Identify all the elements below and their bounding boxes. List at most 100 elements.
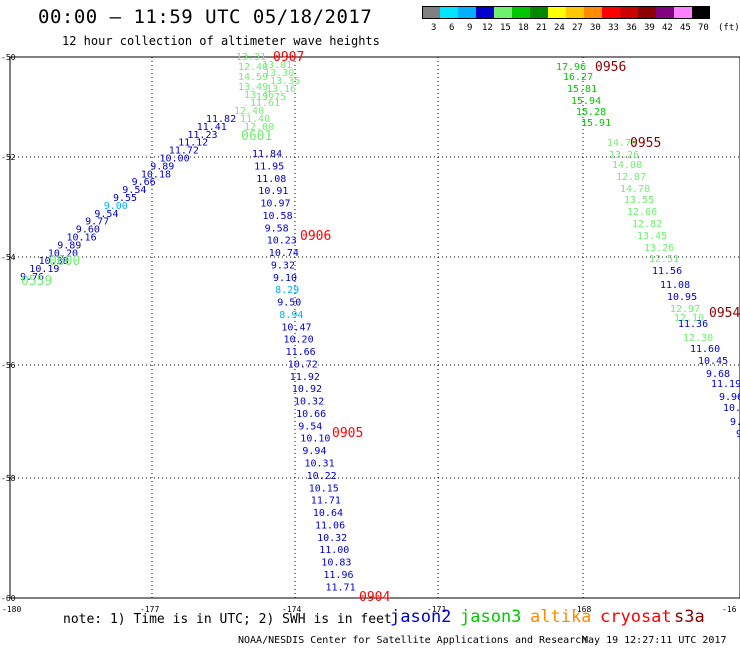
page-title: 00:00 – 11:59 UTC 05/18/2017	[38, 6, 373, 28]
swh-value-s3a-track: 13.26	[644, 243, 674, 254]
swh-value-diagonal-track: 10.19	[29, 264, 59, 275]
time-label-s3a: 0955	[630, 136, 661, 151]
legend-jason3: jason3	[460, 607, 522, 627]
swh-value-cryosat-track: 11.71	[311, 496, 341, 507]
swh-value-cryosat-track: 10.83	[321, 558, 351, 569]
swh-value-s3a-track: 10.95	[667, 292, 697, 303]
swh-value-cryosat-track: 8.94	[279, 310, 303, 321]
swh-value-cryosat-track: 11.06	[315, 520, 345, 531]
swh-value-diagonal-track: 9.66	[132, 177, 156, 188]
swh-value-s3a-track: 12.66	[627, 207, 657, 218]
swh-value-s3a-track: 12.30	[683, 333, 713, 344]
swh-value-diagonal-track: 9.89	[150, 161, 174, 172]
swh-value-s3a-track: 12.87	[616, 172, 646, 183]
swh-value-s3a-track: 15.28	[576, 107, 606, 118]
swh-value-s3a-track: 17.96	[556, 62, 586, 73]
color-scale-frame	[422, 6, 710, 19]
color-swatch	[422, 6, 440, 19]
swh-value-cryosat-track: 10.22	[307, 471, 337, 482]
legend-s3a: s3a	[674, 607, 705, 627]
swh-value-diagonal-track: 11.82	[206, 114, 236, 125]
swh-value-jason3-cluster: 12.00	[244, 122, 274, 133]
note-text: note: 1) Time is in UTC; 2) SWH is in fe…	[63, 612, 392, 627]
footer-credit: NOAA/NESDIS Center for Satellite Applica…	[238, 635, 588, 646]
swh-value-s3a-track: 12.82	[632, 219, 662, 230]
swh-value-jason3-cluster: 13.31	[236, 52, 266, 63]
swh-value-s3a-track: 14.08	[612, 160, 642, 171]
time-label-cryosat: 0904	[359, 590, 390, 605]
time-label-s3a: 0954	[709, 306, 740, 321]
swh-value-diagonal-track: 9.54	[122, 185, 146, 196]
longitude-label: -171	[427, 605, 446, 614]
color-swatch	[692, 6, 710, 19]
swh-value-diagonal-track: 9.77	[85, 217, 109, 228]
swh-value-jason3-cluster: 11.61	[250, 98, 280, 109]
swh-value-s3a-track: 11.08	[660, 280, 690, 291]
swh-value-s3a-track: 11.60	[690, 344, 720, 355]
swh-value-cryosat-track: 11.84	[252, 149, 282, 160]
swh-value-cryosat-track: 10.92	[292, 384, 322, 395]
time-label-cryosat: 0907	[273, 50, 304, 65]
color-scale-unit: (ft)	[718, 23, 740, 33]
color-scale-label: 21	[536, 23, 547, 33]
time-label-cryosat: 0906	[300, 229, 331, 244]
swh-value-s3a-track: 11.36	[678, 319, 708, 330]
swh-value-s3a-track: 13.55	[624, 195, 654, 206]
swh-value-jason3-cluster: 13.01	[262, 60, 292, 71]
swh-value-cryosat-track: 10.64	[313, 508, 343, 519]
color-scale-label: 45	[680, 23, 691, 33]
swh-value-diagonal-track: 11.12	[178, 138, 208, 149]
swh-value-s3a-track: 9.96	[719, 392, 740, 403]
swh-value-cryosat-track: 9.58	[265, 223, 289, 234]
color-swatch	[476, 6, 494, 19]
swh-value-cryosat-track: 11.71	[326, 582, 356, 593]
swh-value-cryosat-track: 11.00	[319, 545, 349, 556]
swh-value-s3a-track: 12.97	[670, 304, 700, 315]
color-scale-label: 9	[467, 23, 473, 33]
swh-value-s3a-track: 9.	[730, 417, 740, 428]
time-label-s3a: 0956	[595, 60, 626, 75]
swh-value-cryosat-track: 10.47	[281, 322, 311, 333]
swh-value-diagonal-track: 10.00	[160, 154, 190, 165]
swh-value-s3a-track: 10.3	[723, 403, 740, 414]
color-scale-label: 27	[572, 23, 583, 33]
color-scale-label: 15	[500, 23, 511, 33]
swh-value-diagonal-track: 11.41	[197, 122, 227, 133]
swh-value-s3a-track: 13.45	[637, 231, 667, 242]
longitude-label: -180	[2, 605, 21, 614]
swh-value-s3a-track: 16.27	[563, 72, 593, 83]
swh-value-s3a-track: 9.68	[706, 369, 730, 380]
color-swatch	[674, 6, 692, 19]
latitude-label: -60	[1, 594, 16, 603]
swh-value-cryosat-track: 10.15	[309, 483, 339, 494]
time-label-jason3: 0600	[49, 254, 80, 269]
longitude-label: -177	[140, 605, 159, 614]
latitude-label: -50	[1, 53, 16, 62]
color-swatch	[656, 6, 674, 19]
swh-value-diagonal-track: 10.20	[48, 248, 78, 259]
swh-value-diagonal-track: 9.00	[104, 201, 128, 212]
swh-value-diagonal-track: 9.60	[76, 225, 100, 236]
color-scale-label: 39	[644, 23, 655, 33]
time-label-jason3: 0559	[21, 274, 52, 289]
swh-value-cryosat-track: 11.95	[254, 161, 284, 172]
color-scale-label: 18	[518, 23, 529, 33]
swh-value-s3a-track: 15.94	[571, 96, 601, 107]
color-scale-label: 30	[590, 23, 601, 33]
swh-value-jason3-cluster: 13.75	[256, 92, 286, 103]
color-scale-label: 70	[698, 23, 709, 33]
swh-value-jason3-cluster: 12.40	[234, 106, 264, 117]
color-swatch	[602, 6, 620, 19]
swh-value-cryosat-track: 10.66	[296, 409, 326, 420]
time-label-cryosat: 0905	[332, 426, 363, 441]
swh-value-diagonal-track: 9.55	[113, 193, 137, 204]
swh-value-diagonal-track: 9.89	[57, 240, 81, 251]
swh-value-jason3-cluster: 13.49	[238, 82, 268, 93]
swh-value-s3a-track: 9	[736, 429, 740, 440]
swh-value-diagonal-track: 9.54	[94, 209, 118, 220]
swh-value-diagonal-track: 10.18	[141, 169, 171, 180]
swh-value-cryosat-track: 10.74	[269, 248, 299, 259]
color-scale-label: 24	[554, 23, 565, 33]
swh-value-s3a-track: 15.81	[567, 84, 597, 95]
